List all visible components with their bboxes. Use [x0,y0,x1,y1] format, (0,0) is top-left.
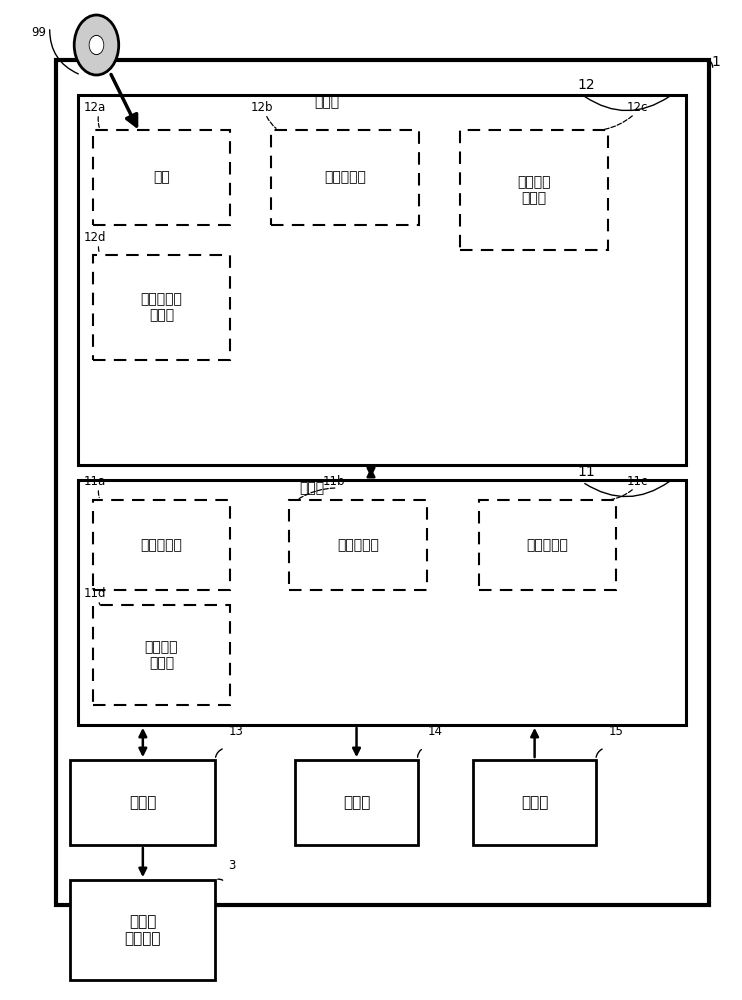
Text: 参数决定部: 参数决定部 [337,538,379,552]
Bar [479,500,616,590]
Bar [78,95,686,465]
Text: 12b: 12b [251,101,273,114]
Text: 3: 3 [229,859,236,872]
Text: 15: 15 [608,725,623,738]
Bar [93,605,230,705]
Bar [93,500,230,590]
Bar [70,880,215,980]
Circle shape [74,15,119,75]
Text: 13: 13 [229,725,243,738]
Text: 11a: 11a [84,475,106,488]
Circle shape [91,37,102,53]
Bar [70,760,215,845]
Text: 12: 12 [577,78,595,92]
Bar [295,760,418,845]
Text: 半导体
制造装置: 半导体 制造装置 [125,914,161,946]
Text: 14: 14 [427,725,442,738]
Text: 11c: 11c [627,475,649,488]
Text: 模型信息
存储部: 模型信息 存储部 [517,175,551,205]
Text: 存储部: 存储部 [314,95,339,109]
Text: 通信部: 通信部 [129,795,157,810]
Text: 11: 11 [577,465,595,479]
Text: 12d: 12d [84,231,106,244]
Text: 处理部: 处理部 [299,481,324,495]
Bar [56,60,709,905]
Bar [460,130,608,250]
Text: 程序: 程序 [153,170,170,184]
Text: 12a: 12a [84,101,106,114]
Text: 履历存储部: 履历存储部 [324,170,366,184]
Bar [93,255,230,360]
Text: 11b: 11b [323,475,345,488]
Text: 状态检测部: 状态检测部 [526,538,568,552]
Bar [271,130,419,225]
Text: 控制处理部: 控制处理部 [140,538,183,552]
Bar [473,760,596,845]
Text: 机器学习
处理部: 机器学习 处理部 [145,640,178,670]
Bar [78,480,686,725]
Bar [289,500,427,590]
Bar [93,130,230,225]
Text: 99: 99 [31,25,46,38]
Text: 显示部: 显示部 [343,795,370,810]
Text: 1: 1 [712,55,720,69]
Text: 12c: 12c [627,101,649,114]
Text: 操作部: 操作部 [521,795,548,810]
Text: 11d: 11d [84,587,106,600]
Text: 学习用数据
存储部: 学习用数据 存储部 [140,292,183,323]
